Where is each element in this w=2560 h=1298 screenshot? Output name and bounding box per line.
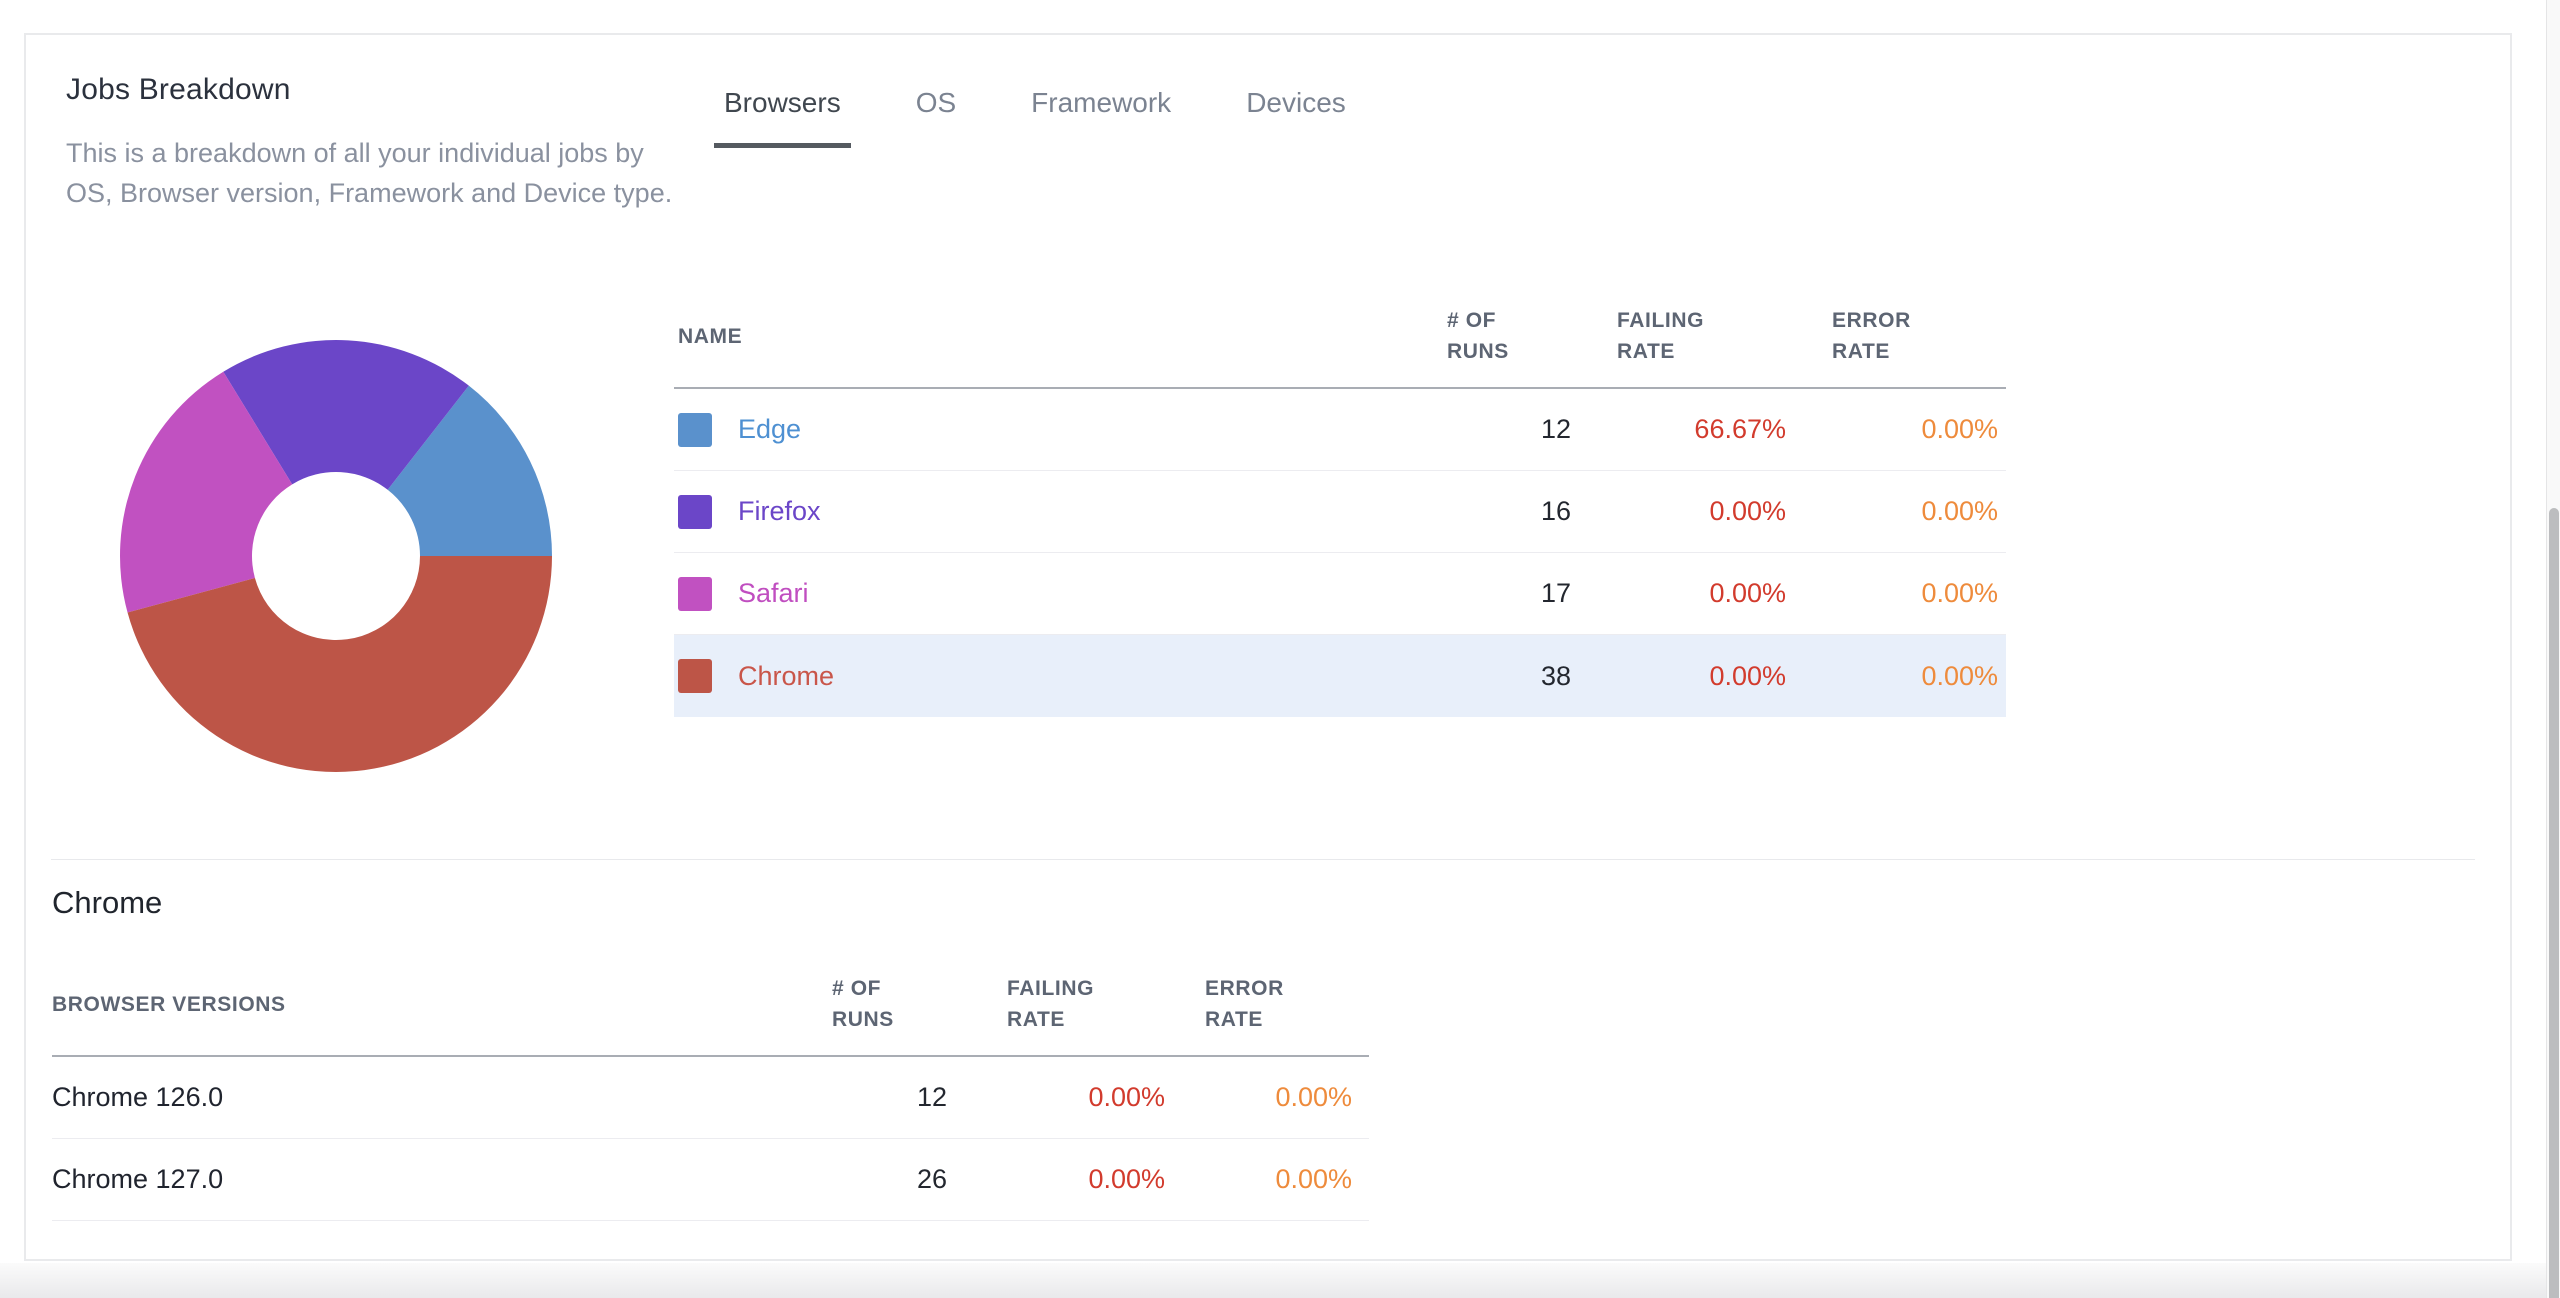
series-swatch-icon [678,494,712,529]
tab-os[interactable]: OS [906,87,966,148]
tab-devices[interactable]: Devices [1236,87,1356,148]
page-title: Jobs Breakdown [66,73,291,106]
column-header-runs-label: # OF RUNS [832,977,894,1031]
browser-name-link[interactable]: Edge [738,414,802,444]
tab-browsers[interactable]: Browsers [714,87,851,148]
donut-segment-chrome[interactable] [127,556,552,772]
error-rate-value: 0.00% [1275,1082,1352,1112]
runs-value: 12 [1540,414,1571,444]
browsers-table: NAME # OF RUNS FAILING RATE ERROR RATE Edge… [674,285,2006,717]
browsers-table-body: Edge 12 66.67% 0.00% Firefox 16 0.00% 0.00% Safa… [674,389,2006,717]
section-divider [51,859,2475,860]
runs-value: 17 [1540,578,1571,608]
browser-donut-chart[interactable] [116,336,556,776]
runs-value: 26 [916,1164,947,1194]
column-header-name: BROWSER VERSIONS [52,989,774,1020]
runs-value: 38 [1540,660,1571,691]
series-swatch-icon [678,659,712,693]
donut-segment-firefox[interactable] [223,339,469,490]
scrollbar-thumb[interactable] [2549,508,2559,1298]
column-header-name-label: BROWSER VERSIONS [52,992,286,1016]
browsers-table-header: NAME # OF RUNS FAILING RATE ERROR RATE [674,285,2006,389]
failing-rate-value: 0.00% [1709,496,1786,526]
version-name: Chrome 127.0 [52,1164,224,1194]
runs-value: 16 [1540,496,1571,526]
browser-row-firefox[interactable]: Firefox 16 0.00% 0.00% [674,471,2006,553]
column-header-error: ERROR RATE [1167,973,1369,1035]
detail-heading: Chrome [52,885,163,920]
failing-rate-value: 0.00% [1088,1164,1165,1194]
browser-name-cell: Safari [678,576,1409,611]
browser-row-chrome[interactable]: Chrome 38 0.00% 0.00% [674,635,2006,717]
versions-table-header: BROWSER VERSIONS # OF RUNS FAILING RATE ERR… [52,953,1369,1057]
version-row-chrome-127-0: Chrome 127.0 26 0.00% 0.00% [52,1139,1369,1221]
bottom-strip [0,1263,2546,1298]
browser-name-link[interactable]: Safari [738,578,809,608]
panel-description: This is a breakdown of all your individu… [66,138,673,208]
donut-segment-edge[interactable] [387,385,552,556]
column-header-error-label: ERROR RATE [1832,309,1911,363]
series-swatch-icon [678,576,712,611]
donut-segment-safari[interactable] [120,371,293,613]
column-header-error: ERROR RATE [1794,305,2006,367]
panel-intro: Jobs Breakdown This is a breakdown of al… [66,73,676,213]
jobs-breakdown-card: Jobs Breakdown This is a breakdown of al… [24,33,2512,1261]
column-header-runs: # OF RUNS [1409,305,1579,367]
browser-name-link[interactable]: Firefox [738,496,821,526]
column-header-failing: FAILING RATE [1579,305,1794,367]
error-rate-value: 0.00% [1921,660,1998,691]
browser-name-cell: Edge [678,412,1409,447]
error-rate-value: 0.00% [1275,1164,1352,1194]
error-rate-value: 0.00% [1921,414,1998,444]
tab-framework[interactable]: Framework [1021,87,1181,148]
column-header-runs-label: # OF RUNS [1447,309,1509,363]
browser-name-cell: Firefox [678,494,1409,529]
column-header-failing-label: FAILING RATE [1617,309,1705,363]
version-row-chrome-126-0: Chrome 126.0 12 0.00% 0.00% [52,1057,1369,1139]
column-header-name-label: NAME [678,324,743,348]
browser-row-safari[interactable]: Safari 17 0.00% 0.00% [674,553,2006,635]
failing-rate-value: 0.00% [1709,660,1786,691]
scrollbar[interactable] [2546,0,2560,1298]
error-rate-value: 0.00% [1921,578,1998,608]
column-header-failing: FAILING RATE [949,973,1167,1035]
failing-rate-value: 0.00% [1088,1082,1165,1112]
failing-rate-value: 0.00% [1709,578,1786,608]
versions-table: BROWSER VERSIONS # OF RUNS FAILING RATE ERR… [52,953,1369,1221]
column-header-runs: # OF RUNS [774,973,949,1035]
column-header-failing-label: FAILING RATE [1007,977,1095,1031]
error-rate-value: 0.00% [1921,496,1998,526]
browser-name-link[interactable]: Chrome [738,660,835,691]
donut-svg [120,339,552,772]
browser-row-edge[interactable]: Edge 12 66.67% 0.00% [674,389,2006,471]
column-header-error-label: ERROR RATE [1205,977,1284,1031]
version-name: Chrome 126.0 [52,1082,224,1112]
browser-name-cell: Chrome [678,659,1409,693]
failing-rate-value: 66.67% [1694,414,1786,444]
tabs: Browsers OS Framework Devices [714,87,1411,148]
runs-value: 12 [916,1082,947,1112]
versions-table-body: Chrome 126.0 12 0.00% 0.00% Chrome 127.0 26 0.… [52,1057,1369,1221]
series-swatch-icon [678,412,712,447]
column-header-name: NAME [674,321,1409,352]
